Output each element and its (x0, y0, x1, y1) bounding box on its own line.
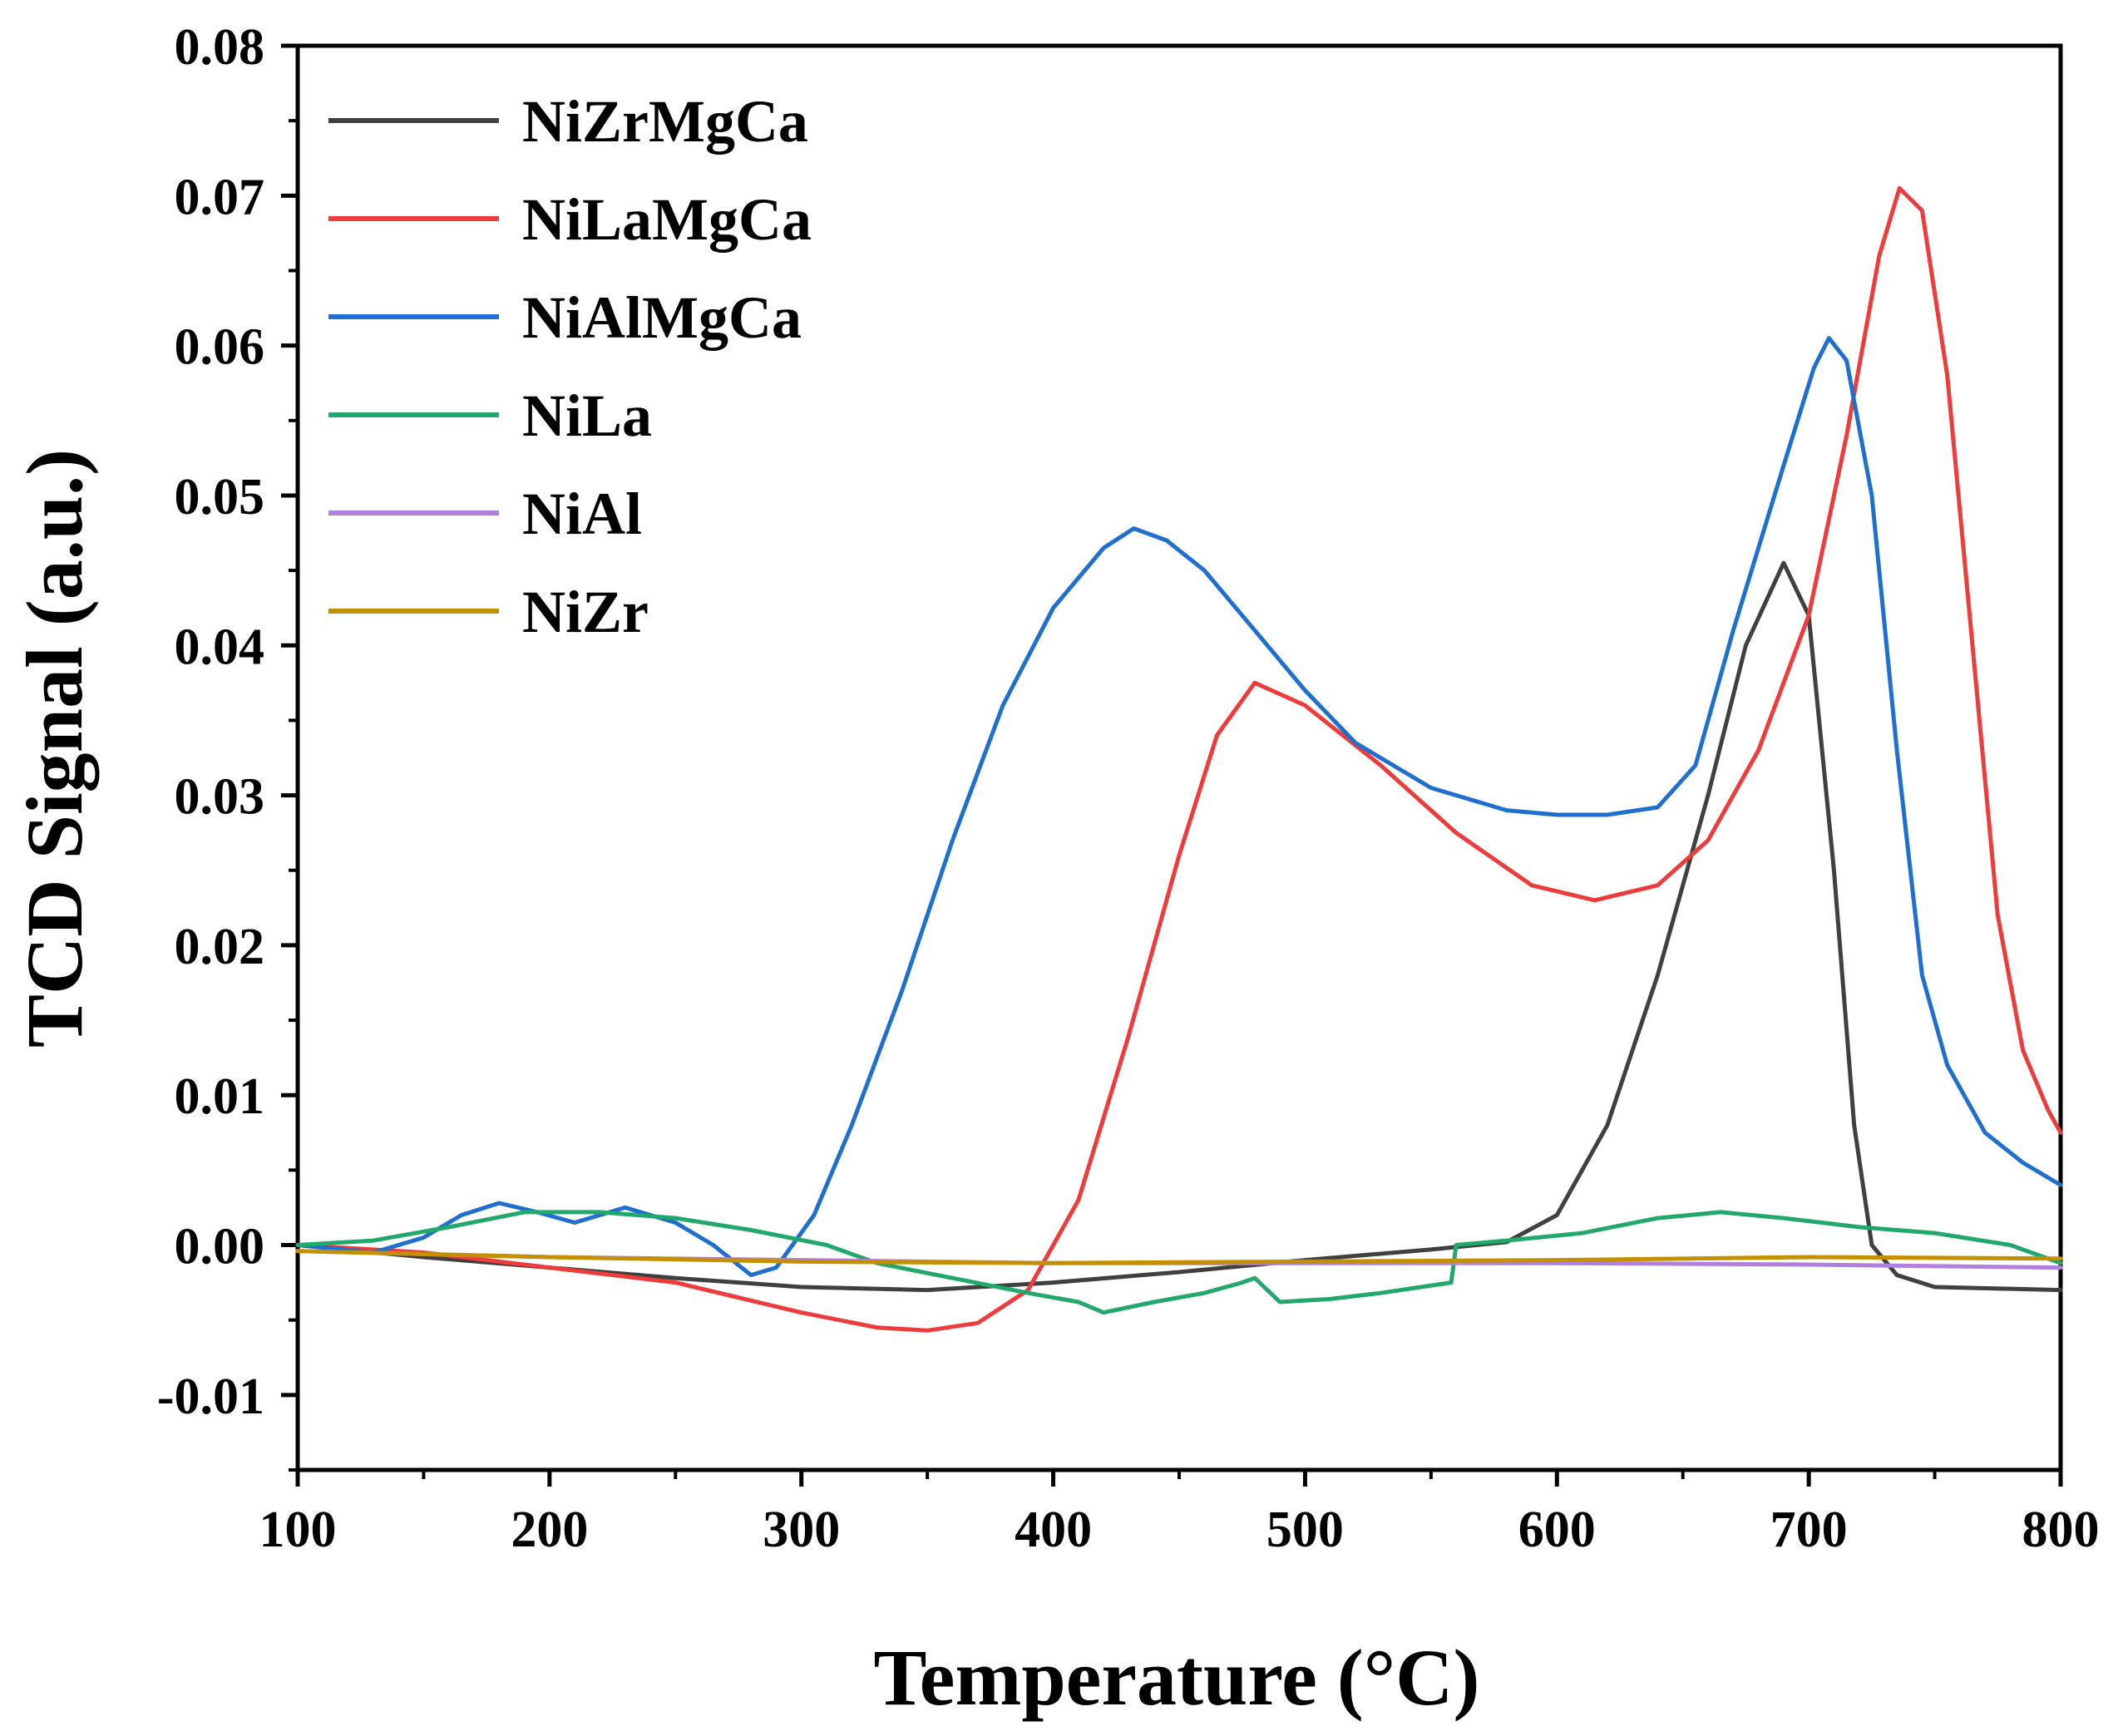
y-tick-label: 0.05 (175, 469, 265, 525)
x-tick-label: 200 (511, 1502, 588, 1558)
series-line-nizrmgca (295, 560, 2063, 1293)
x-tick-label: 800 (2022, 1502, 2100, 1558)
x-axis-title: Temperature (°C) (874, 1633, 1480, 1722)
y-tick-label: -0.01 (157, 1369, 264, 1425)
x-tick-label: 500 (1266, 1502, 1344, 1558)
y-tick-label: 0.04 (175, 619, 265, 675)
y-tick-label: 0.08 (175, 19, 265, 76)
legend-label-nial: NiAl (522, 481, 642, 547)
y-tick-label: 0.02 (175, 919, 265, 975)
y-tick-label: 0.01 (175, 1068, 265, 1125)
series-line-nialmgca (295, 336, 2063, 1278)
series-line-nilamgca (295, 185, 2063, 1333)
x-tick-label: 300 (763, 1502, 840, 1558)
x-tick-label: 600 (1518, 1502, 1596, 1558)
x-tick-label: 400 (1015, 1502, 1092, 1558)
y-tick-label: 0.03 (175, 769, 265, 826)
y-tick-label: 0.07 (175, 169, 265, 225)
y-tick-label: 0.00 (175, 1219, 265, 1275)
series-line-nila (295, 1210, 2063, 1315)
series-line-nizr (295, 1249, 2063, 1265)
legend-label-nizr: NiZr (522, 579, 649, 645)
legend-label-nialmgca: NiAlMgCa (522, 284, 802, 351)
legend-label-nila: NiLa (522, 382, 652, 449)
x-tick-label: 100 (259, 1502, 337, 1558)
legend-label-nizrmgca: NiZrMgCa (522, 88, 808, 155)
y-axis-title: TCD Signal (a.u.) (10, 449, 99, 1048)
x-tick-label: 700 (1770, 1502, 1848, 1558)
legend-label-nilamgca: NiLaMgCa (522, 186, 812, 253)
y-tick-label: 0.06 (175, 319, 265, 376)
